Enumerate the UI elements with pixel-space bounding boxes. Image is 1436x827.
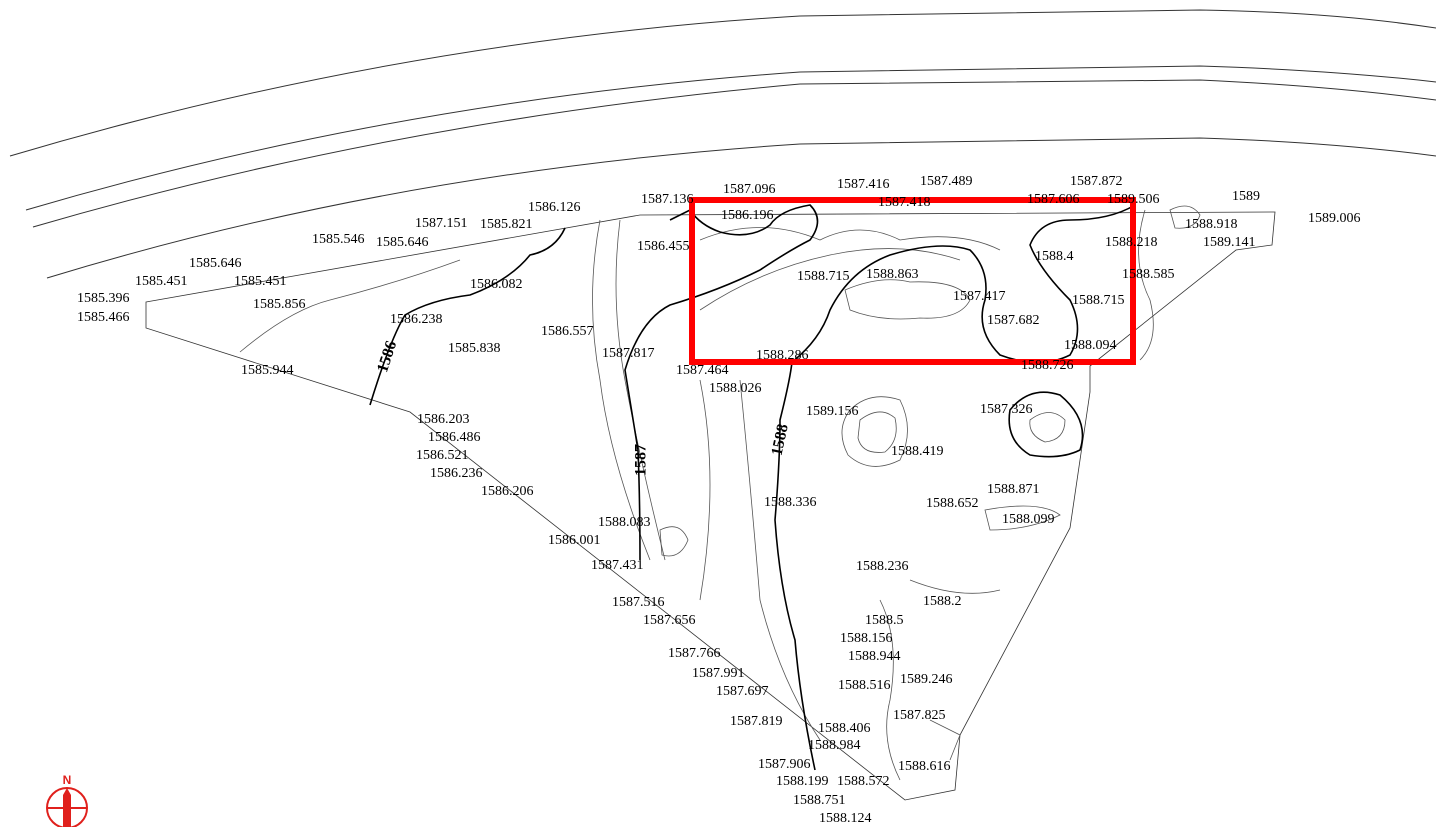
- spot-elevation: 1588.715: [1072, 293, 1125, 308]
- spot-elevation: 1587.825: [893, 708, 946, 723]
- spot-elevation: 1588.585: [1122, 267, 1175, 282]
- spot-elevation: 1586.521: [416, 448, 469, 463]
- spot-elevation: 1587.151: [415, 216, 468, 231]
- spot-elevation: 1588.026: [709, 381, 762, 396]
- spot-elevation: 1589.006: [1308, 211, 1361, 226]
- spot-elevation: 1587.906: [758, 757, 811, 772]
- spot-elevation: 1588.918: [1185, 217, 1238, 232]
- topographic-map: N 1587.136 1587.096 1587.416 1587.489 1587.8…: [0, 0, 1436, 827]
- spot-elevation: 1589.156: [806, 404, 859, 419]
- spot-elevation: 1588.286: [756, 348, 809, 363]
- spot-elevation: 1587.136: [641, 192, 694, 207]
- spot-elevation: 1588.156: [840, 631, 893, 646]
- spot-elevation: 1589.506: [1107, 192, 1160, 207]
- spot-elevation: 1589: [1232, 189, 1260, 204]
- spot-elevation: 1585.396: [77, 291, 130, 306]
- spot-elevation: 1586.001: [548, 533, 601, 548]
- spot-elevation: 1587.418: [878, 195, 931, 210]
- spot-elevation: 1585.646: [189, 256, 242, 271]
- spot-elevation: 1588.094: [1064, 338, 1117, 353]
- spot-elevation: 1588.944: [848, 649, 901, 664]
- spot-elevation: 1585.646: [376, 235, 429, 250]
- contour-label: 1586: [374, 339, 400, 375]
- spot-elevation: 1588.726: [1021, 358, 1074, 373]
- spot-elevation: 1588.616: [898, 759, 951, 774]
- spot-elevation: 1585.856: [253, 297, 306, 312]
- spot-elevation: 1587.416: [837, 177, 890, 192]
- spot-elevation: 1588.572: [837, 774, 890, 789]
- spot-elevation: 1588.4: [1035, 249, 1074, 264]
- spot-elevation: 1587.819: [730, 714, 783, 729]
- spot-elevation: 1586.236: [430, 466, 483, 481]
- spot-elevation: 1585.838: [448, 341, 501, 356]
- spot-elevation: 1588.5: [865, 613, 904, 628]
- spot-elevation: 1587.417: [953, 289, 1006, 304]
- spot-elevation: 1585.451: [234, 274, 287, 289]
- spot-elevation: 1587.817: [602, 346, 655, 361]
- spot-elevation: 1588.218: [1105, 235, 1158, 250]
- spot-elevation: 1587.872: [1070, 174, 1123, 189]
- spot-elevation: 1586.082: [470, 277, 523, 292]
- spot-elevation: 1586.557: [541, 324, 594, 339]
- spot-elevation: 1588.984: [808, 738, 861, 753]
- spot-elevation: 1588.099: [1002, 512, 1055, 527]
- spot-elevation: 1588.336: [764, 495, 817, 510]
- spot-elevation: 1588.199: [776, 774, 829, 789]
- spot-elevation: 1588.863: [866, 267, 919, 282]
- spot-elevation: 1586.238: [390, 312, 443, 327]
- spot-elevation: 1585.821: [480, 217, 533, 232]
- spot-elevation: 1586.196: [721, 208, 774, 223]
- spot-elevation: 1587.606: [1027, 192, 1080, 207]
- spot-elevation: 1587.697: [716, 684, 769, 699]
- spot-elevation: 1588.652: [926, 496, 979, 511]
- north-arrow: N: [47, 773, 87, 827]
- spot-elevation: 1588.871: [987, 482, 1040, 497]
- spot-elevation: 1585.546: [312, 232, 365, 247]
- spot-elevation: 1586.206: [481, 484, 534, 499]
- spot-elevation: 1587.326: [980, 402, 1033, 417]
- spot-elevation: 1588.419: [891, 444, 944, 459]
- spot-elevation: 1588.406: [818, 721, 871, 736]
- spot-elevation: 1586.486: [428, 430, 481, 445]
- spot-elevation: 1588.516: [838, 678, 891, 693]
- spot-elevation: 1588.2: [923, 594, 962, 609]
- spot-elevation: 1588.715: [797, 269, 850, 284]
- spot-elevation: 1587.489: [920, 174, 973, 189]
- spot-elevation: 1587.766: [668, 646, 721, 661]
- labels: 1587.136 1587.096 1587.416 1587.489 1587.872…: [77, 174, 1361, 826]
- spot-elevation: 1587.656: [643, 613, 696, 628]
- spot-elevation: 1589.246: [900, 672, 953, 687]
- spot-elevation: 1587.431: [591, 558, 644, 573]
- spot-elevation: 1587.516: [612, 595, 665, 610]
- spot-elevation: 1588.083: [598, 515, 651, 530]
- contour-label: 1588: [769, 422, 792, 457]
- spot-elevation: 1587.096: [723, 182, 776, 197]
- north-label: N: [63, 773, 72, 787]
- spot-elevation: 1585.451: [135, 274, 188, 289]
- spot-elevation: 1586.203: [417, 412, 470, 427]
- spot-elevation: 1588.124: [819, 811, 872, 826]
- spot-elevation: 1587.991: [692, 666, 745, 681]
- spot-elevation: 1587.464: [676, 363, 729, 378]
- spot-elevation: 1586.455: [637, 239, 690, 254]
- spot-elevation: 1587.682: [987, 313, 1040, 328]
- spot-elevation: 1588.236: [856, 559, 909, 574]
- spot-elevation: 1589.141: [1203, 235, 1256, 250]
- spot-elevation: 1585.466: [77, 310, 130, 325]
- spot-elevation: 1588.751: [793, 793, 846, 808]
- spot-elevation: 1586.126: [528, 200, 581, 215]
- spot-elevation: 1585.944: [241, 363, 294, 378]
- contour-label: 1587: [633, 444, 650, 476]
